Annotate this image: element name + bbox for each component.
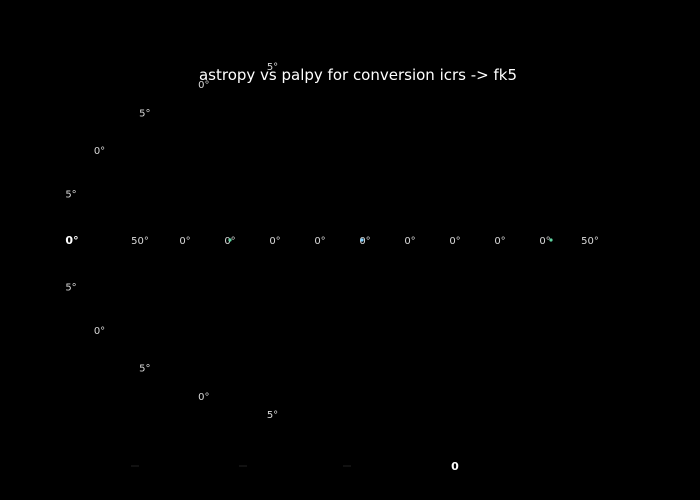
longitude-tick-label: 50° xyxy=(131,236,149,247)
latitude-tick-label: 0° xyxy=(94,326,105,337)
latitude-tick-label: 5° xyxy=(65,283,76,294)
longitude-tick-label: 0° xyxy=(404,236,415,247)
data-point xyxy=(549,238,553,242)
latitude-tick-labels: 5° 0° 5° 0° 5° 0° 5° 0° 5° 0° 5° xyxy=(65,62,278,421)
latitude-tick-label: 5° xyxy=(65,189,76,200)
latitude-tick-label: 5° xyxy=(139,363,150,374)
latitude-tick-label: 0° xyxy=(198,80,209,91)
longitude-tick-label: 0° xyxy=(314,236,325,247)
latitude-tick-label: 0° xyxy=(198,392,209,403)
data-point xyxy=(360,238,364,242)
longitude-tick-labels: 50°0°0°0°0°0°0°0°0°0°50° xyxy=(131,236,599,247)
longitude-tick-label: 0° xyxy=(179,236,190,247)
data-point xyxy=(228,238,232,242)
longitude-tick-label: 0° xyxy=(449,236,460,247)
longitude-tick-label: 50° xyxy=(581,236,599,247)
longitude-tick-label: 0° xyxy=(494,236,505,247)
latitude-tick-label: 0° xyxy=(94,146,105,157)
colorbar: 0 xyxy=(131,460,459,473)
latitude-tick-label: 5° xyxy=(139,109,150,120)
longitude-tick-label: 0° xyxy=(359,236,370,247)
latitude-tick-label: 5° xyxy=(267,410,278,421)
chart-title: astropy vs palpy for conversion icrs -> … xyxy=(199,66,517,84)
longitude-tick-label: 0° xyxy=(539,236,550,247)
longitude-tick-label: 0° xyxy=(269,236,280,247)
latitude-tick-label: 5° xyxy=(267,62,278,73)
colorbar-tick-label: 0 xyxy=(451,460,459,473)
latitude-tick-label: 0° xyxy=(65,234,78,247)
